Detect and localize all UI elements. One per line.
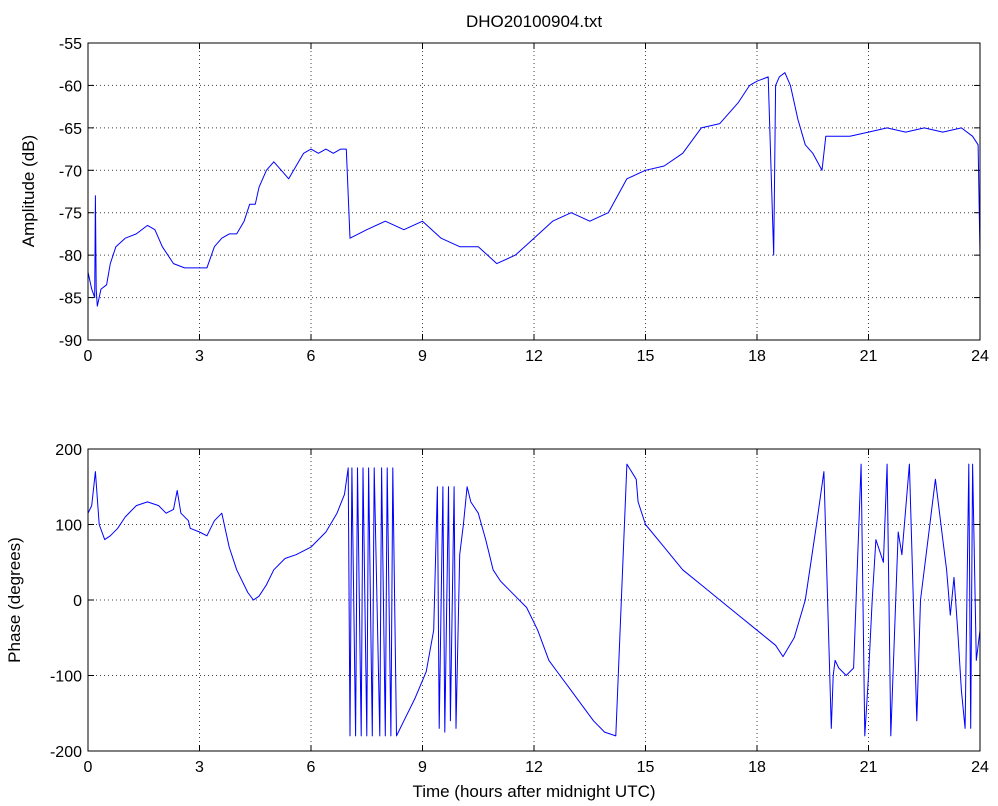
amplitude-x-tick-label: 9 bbox=[418, 348, 427, 365]
amplitude-series-line bbox=[87, 72, 981, 307]
amplitude-y-tick-label: -85 bbox=[59, 291, 82, 308]
phase-x-tick-label: 12 bbox=[525, 759, 543, 776]
phase-y-tick-label: 100 bbox=[55, 518, 82, 535]
amplitude-x-tick-label: 12 bbox=[525, 348, 543, 365]
phase-x-tick-label: 9 bbox=[418, 759, 427, 776]
phase-x-tick-label: 3 bbox=[195, 759, 204, 776]
phase-y-tick-label: -200 bbox=[50, 744, 82, 761]
phase-x-tick-label: 24 bbox=[971, 759, 989, 776]
amplitude-axes-frame bbox=[87, 42, 981, 341]
phase-axes-frame bbox=[87, 448, 981, 752]
phase-y-tick-label: -100 bbox=[50, 669, 82, 686]
amplitude-x-tick-label: 24 bbox=[971, 348, 989, 365]
amplitude-x-tick-label: 6 bbox=[307, 348, 316, 365]
amplitude-chart-title: DHO20100904.txt bbox=[466, 12, 602, 31]
amplitude-x-tick-label: 21 bbox=[860, 348, 878, 365]
amplitude-y-tick-label: -60 bbox=[59, 78, 82, 95]
amplitude-subplot: 0 3 6 9 12 15 18 21 24 -90 -85 -80 -75 -70 -65 -60 -55 D… bbox=[19, 12, 989, 365]
phase-x-tick-label: 21 bbox=[860, 759, 878, 776]
amplitude-y-tick-label: -65 bbox=[59, 121, 82, 138]
phase-subplot: 0 3 6 9 12 15 18 21 24 -200 -100 0 100 200 Time (hour… bbox=[5, 442, 989, 801]
phase-x-axis-label: Time (hours after midnight UTC) bbox=[412, 782, 655, 801]
phase-x-tick-label: 0 bbox=[84, 759, 93, 776]
amplitude-x-tick-label: 18 bbox=[748, 348, 766, 365]
amplitude-y-axis-label: Amplitude (dB) bbox=[19, 135, 38, 247]
amplitude-x-tick-label: 0 bbox=[84, 348, 93, 365]
phase-y-axis-label: Phase (degrees) bbox=[5, 537, 24, 663]
amplitude-y-tick-label: -70 bbox=[59, 163, 82, 180]
phase-series-line bbox=[87, 463, 981, 737]
amplitude-y-tick-label: -90 bbox=[59, 333, 82, 350]
phase-y-tick-label: 0 bbox=[73, 593, 82, 610]
amplitude-x-tick-label: 15 bbox=[637, 348, 655, 365]
phase-x-tick-label: 15 bbox=[637, 759, 655, 776]
phase-x-tick-label: 6 bbox=[307, 759, 316, 776]
amplitude-y-tick-label: -55 bbox=[59, 36, 82, 53]
phase-y-tick-label: 200 bbox=[55, 442, 82, 459]
phase-x-tick-label: 18 bbox=[748, 759, 766, 776]
amplitude-x-tick-label: 3 bbox=[195, 348, 204, 365]
amplitude-y-tick-label: -80 bbox=[59, 248, 82, 265]
amplitude-y-tick-label: -75 bbox=[59, 206, 82, 223]
